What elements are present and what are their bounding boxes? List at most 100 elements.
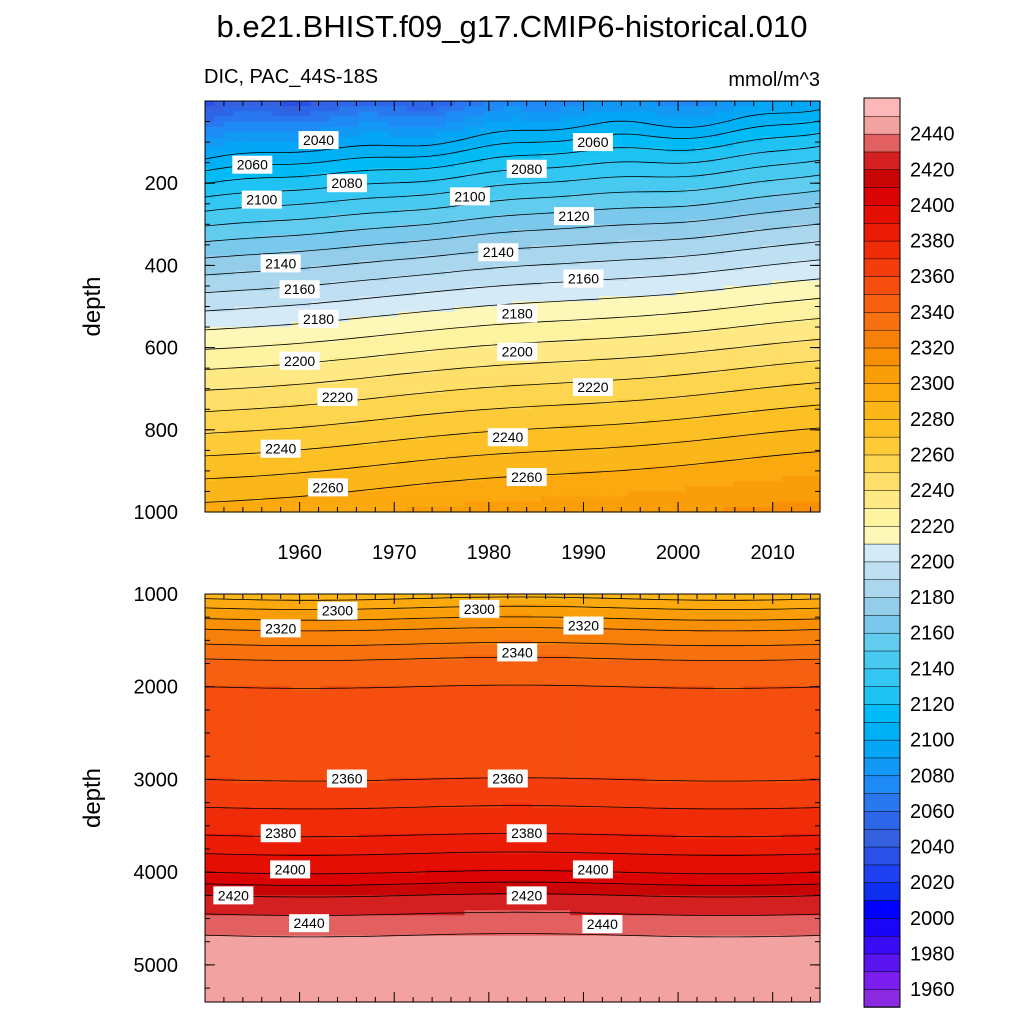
- heat-cell: [647, 311, 658, 318]
- heat-cell: [637, 111, 648, 118]
- heat-cell: [301, 116, 312, 123]
- heat-cell: [224, 111, 235, 118]
- heat-cell: [637, 157, 648, 164]
- heat-cell: [541, 183, 552, 189]
- heat-cell: [800, 193, 811, 200]
- heat-cell: [666, 424, 677, 431]
- heat-cell: [541, 368, 552, 374]
- heat-cell: [224, 460, 235, 467]
- heat-cell: [589, 157, 600, 164]
- heat-cell: [214, 142, 225, 148]
- heat-cell: [406, 486, 418, 493]
- heat-cell: [377, 434, 389, 441]
- heat-cell: [618, 424, 629, 431]
- heat-cell: [791, 357, 802, 364]
- heat-cell: [387, 183, 398, 189]
- heat-cell: [656, 229, 667, 236]
- heat-cell: [589, 465, 600, 472]
- heat-cell: [771, 229, 783, 236]
- heat-cell: [522, 193, 533, 200]
- heat-cell: [723, 465, 735, 472]
- heat-cell: [214, 357, 225, 364]
- heat-cell: [416, 280, 427, 287]
- heat-cell: [589, 188, 600, 195]
- heat-cell: [598, 332, 610, 338]
- heat-cell: [262, 172, 273, 179]
- heat-cell: [387, 440, 398, 446]
- heat-cell: [426, 311, 437, 318]
- heat-cell: [666, 388, 677, 395]
- heat-cell: [493, 275, 504, 282]
- heat-cell: [502, 111, 514, 118]
- heat-cell: [512, 327, 523, 333]
- heat-cell: [695, 486, 706, 493]
- heat-cell: [541, 296, 552, 302]
- heat-cell: [445, 424, 456, 431]
- heat-cell: [310, 121, 321, 128]
- heat-cell: [406, 265, 418, 272]
- heat-cell: [397, 198, 408, 205]
- heat-cell: [762, 291, 773, 297]
- heat-cell: [675, 306, 687, 313]
- heat-cell: [685, 481, 696, 487]
- heat-cell: [205, 393, 216, 400]
- heat-cell: [397, 280, 408, 287]
- heat-cell: [647, 275, 658, 282]
- heat-cell: [685, 440, 696, 446]
- heat-cell: [454, 429, 466, 436]
- heat-cell: [435, 383, 446, 390]
- heat-cell: [695, 203, 706, 210]
- heat-cell: [329, 409, 341, 415]
- heat-cell: [800, 203, 811, 210]
- heat-cell: [656, 126, 667, 133]
- heat-cell: [464, 357, 475, 364]
- heat-cell: [560, 183, 571, 189]
- heat-cell: [550, 152, 562, 159]
- heat-cell: [570, 440, 581, 446]
- heat-cell: [233, 198, 245, 205]
- heat-cell: [627, 481, 639, 487]
- heat-cell: [723, 229, 735, 236]
- heat-cell: [435, 188, 446, 195]
- heat-cell: [743, 434, 754, 441]
- heat-cell: [800, 419, 811, 426]
- heat-cell: [589, 301, 600, 308]
- heat-cell: [339, 167, 350, 174]
- heat-cell: [243, 147, 254, 153]
- heat-cell: [800, 434, 811, 441]
- heat-cell: [435, 445, 446, 451]
- heat-cell: [454, 167, 466, 174]
- heat-cell: [387, 465, 398, 472]
- heat-cell: [752, 296, 763, 302]
- heat-cell: [272, 270, 283, 277]
- heat-cell: [464, 465, 475, 472]
- heat-cell: [656, 491, 667, 498]
- heat-cell: [368, 347, 379, 354]
- heat-cell: [522, 101, 533, 107]
- heat-cell: [598, 311, 610, 318]
- heat-cell: [358, 208, 369, 215]
- heat-cell: [560, 162, 571, 169]
- heat-cell: [656, 291, 667, 297]
- heat-cell: [233, 383, 245, 390]
- heat-cell: [243, 491, 254, 498]
- heat-cell: [406, 121, 418, 128]
- heat-cell: [791, 327, 802, 333]
- heat-cell: [253, 404, 264, 410]
- heat-cell: [339, 126, 350, 133]
- heat-cell: [233, 126, 245, 133]
- heat-cell: [272, 460, 283, 467]
- heat-cell: [666, 486, 677, 493]
- heat-cell: [771, 178, 783, 184]
- heat-cell: [320, 352, 331, 359]
- heat-cell: [329, 111, 341, 118]
- heat-cell: [733, 332, 744, 338]
- heat-cell: [570, 465, 581, 472]
- heat-cell: [531, 275, 542, 282]
- heat-cell: [791, 275, 802, 282]
- heat-cell: [560, 152, 571, 159]
- heat-cell: [704, 481, 715, 487]
- heat-cell: [541, 224, 552, 231]
- heat-cell: [541, 337, 552, 344]
- heat-cell: [377, 321, 389, 328]
